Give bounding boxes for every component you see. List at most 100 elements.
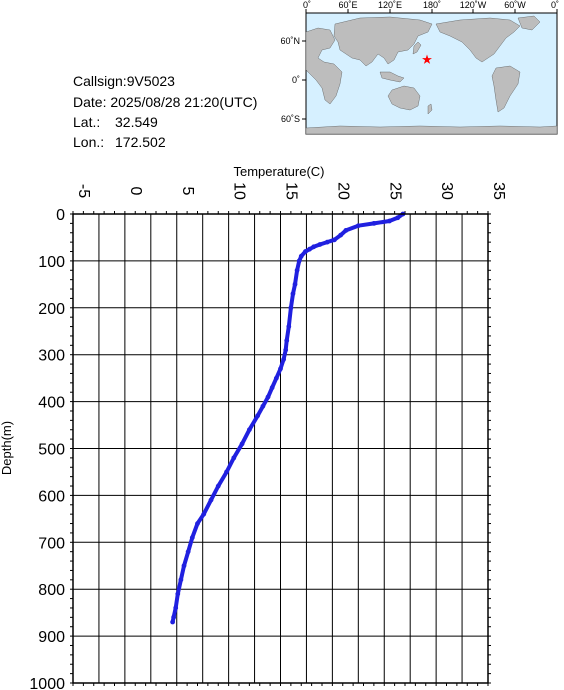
data-point <box>178 577 184 583</box>
map-land <box>305 15 558 135</box>
data-point <box>269 385 275 390</box>
data-point <box>290 291 296 297</box>
y-tick-label: 900 <box>38 629 65 646</box>
map-lat-label: 60˚S <box>281 114 300 124</box>
data-point <box>181 563 187 569</box>
map-ticks <box>302 9 558 120</box>
data-point <box>317 242 323 247</box>
data-point <box>338 232 344 238</box>
data-point <box>255 413 261 419</box>
y-tick-label: 300 <box>38 348 65 365</box>
y-tick-label: 800 <box>38 582 65 599</box>
data-point <box>332 237 337 243</box>
land-north-america <box>435 17 521 63</box>
land-australia <box>387 85 421 111</box>
map-lon-labels: 0˚ 60˚E 120˚E 180˚ 120˚W 60˚W 0˚ <box>303 0 559 10</box>
data-point <box>208 497 214 503</box>
station-info: Callsign:9V5023 Date: 2025/08/28 21:20(U… <box>73 73 257 150</box>
map-lon-label: 120˚W <box>460 0 487 10</box>
y-tick-labels: 0 100 200 300 400 500 600 700 800 900 1000 <box>29 207 65 690</box>
data-point <box>260 403 266 409</box>
chart-grid <box>72 213 489 684</box>
data-point <box>307 246 312 252</box>
data-point <box>224 469 229 475</box>
y-tick-label: 400 <box>38 395 65 412</box>
x-axis-title: Temperature(C) <box>233 164 324 179</box>
lon-label: Lon.: <box>73 134 104 150</box>
map-lon-label: 120˚E <box>378 0 402 10</box>
data-point <box>189 535 195 541</box>
y-tick-label: 1000 <box>29 676 65 690</box>
x-tick-label: 10 <box>231 182 248 200</box>
map-lon-label: 60˚E <box>338 0 357 10</box>
data-point <box>239 441 245 447</box>
x-tick-label: 35 <box>490 182 507 200</box>
data-point <box>284 338 290 344</box>
x-tick-label: 25 <box>386 182 403 200</box>
lon-value: 172.502 <box>115 134 166 150</box>
data-point <box>173 605 179 611</box>
y-tick-label: 500 <box>38 442 65 459</box>
y-axis-title: Depth(m) <box>0 421 14 475</box>
data-point <box>215 483 221 489</box>
x-tick-labels: -5 0 5 10 15 20 25 30 35 <box>75 182 507 200</box>
callsign-text: Callsign:9V5023 <box>73 73 175 89</box>
data-point <box>195 521 200 526</box>
data-point <box>283 347 289 353</box>
data-point <box>296 258 302 264</box>
data-point <box>273 375 279 381</box>
data-point <box>355 223 361 229</box>
land-greenland <box>517 15 541 31</box>
data-point <box>343 228 349 233</box>
x-tick-label: 20 <box>334 182 351 200</box>
temperature-series <box>170 211 406 625</box>
land-south-america <box>491 65 521 113</box>
data-point <box>294 267 300 273</box>
data-point <box>185 549 191 555</box>
land-indonesia <box>379 71 405 83</box>
data-point <box>387 218 392 224</box>
data-point <box>288 305 294 311</box>
x-tick-label: 30 <box>438 182 455 200</box>
lat-value: 32.549 <box>115 114 158 130</box>
data-point <box>281 356 287 362</box>
plot-frame <box>72 213 489 684</box>
y-tick-label: 700 <box>38 535 65 552</box>
data-point <box>292 281 298 287</box>
data-point <box>170 619 176 625</box>
x-tick-label: 0 <box>127 187 144 196</box>
land-antarctica <box>305 125 558 135</box>
map-lon-label: 60˚W <box>504 0 526 10</box>
land-europe-africa <box>305 27 343 105</box>
world-map: 0˚ 60˚E 120˚E 180˚ 120˚W 60˚W 0˚ 60˚N 0˚… <box>280 0 559 135</box>
data-point <box>265 394 271 400</box>
land-japan <box>412 41 422 55</box>
x-tick-label: -5 <box>75 184 92 198</box>
data-point <box>171 614 177 620</box>
map-lon-label: 0˚ <box>551 0 559 10</box>
series-line <box>170 212 405 624</box>
x-tick-label: 15 <box>283 182 300 200</box>
data-point <box>201 511 207 517</box>
data-point <box>278 366 283 372</box>
lat-label: Lat.: <box>73 114 100 130</box>
data-point <box>371 220 377 226</box>
station-marker-icon <box>422 54 432 64</box>
y-tick-label: 100 <box>38 254 65 271</box>
y-tick-label: 600 <box>38 488 65 505</box>
data-point <box>303 249 308 254</box>
map-lon-label: 180˚ <box>423 0 441 10</box>
y-tick-label: 200 <box>38 301 65 318</box>
profile-chart: Temperature(C) Depth(m) -5 0 5 10 15 20 25 30 35… <box>0 164 507 690</box>
data-point <box>395 215 401 221</box>
map-lat-label: 60˚N <box>280 36 300 46</box>
map-lat-labels: 60˚N 0˚ 60˚S <box>280 36 300 124</box>
y-tick-label: 0 <box>56 207 65 224</box>
map-lon-label: 0˚ <box>303 0 311 10</box>
data-point <box>324 239 330 245</box>
data-point <box>298 253 304 259</box>
date-text: Date: 2025/08/28 21:20(UTC) <box>73 94 257 110</box>
data-point <box>286 324 292 329</box>
x-tick-label: 5 <box>179 187 196 196</box>
